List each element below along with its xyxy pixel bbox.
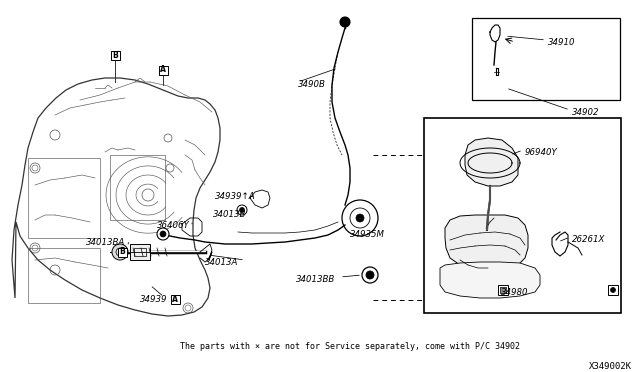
Text: 34910: 34910 (548, 38, 575, 47)
Bar (608, 285, 618, 295)
Polygon shape (440, 262, 540, 298)
Circle shape (160, 231, 166, 237)
Text: 26261X: 26261X (572, 235, 605, 244)
Text: 34013B: 34013B (213, 210, 246, 219)
Circle shape (362, 267, 378, 283)
Bar (500, 287, 506, 293)
Circle shape (611, 288, 616, 292)
Text: 36406Y: 36406Y (157, 221, 189, 230)
Bar (498, 285, 508, 295)
Text: 3490B: 3490B (298, 80, 326, 89)
Bar (424, 118, 621, 313)
Polygon shape (12, 78, 220, 316)
Text: 34013BB: 34013BB (296, 275, 335, 284)
Bar (130, 244, 150, 260)
Text: 34902: 34902 (572, 108, 600, 117)
Circle shape (342, 200, 378, 236)
Text: 34939: 34939 (140, 295, 168, 304)
Bar (472, 18, 620, 100)
Text: 34939↑A: 34939↑A (215, 192, 255, 201)
Bar (134, 248, 146, 256)
Circle shape (340, 17, 350, 27)
Bar (170, 295, 179, 304)
Bar (28, 248, 100, 303)
Circle shape (237, 205, 247, 215)
Text: B: B (119, 247, 125, 257)
Text: 96940Y: 96940Y (525, 148, 557, 157)
Text: 34013A: 34013A (205, 258, 238, 267)
Circle shape (239, 208, 244, 212)
Circle shape (157, 228, 169, 240)
Text: X349002K: X349002K (589, 362, 632, 371)
Bar (111, 51, 120, 60)
Text: A: A (160, 65, 166, 74)
Bar (28, 158, 100, 238)
Text: The parts with × are not for Service separately, come with P/C 34902: The parts with × are not for Service sep… (180, 342, 520, 351)
Text: 34935M: 34935M (350, 230, 385, 239)
Text: 34013BA: 34013BA (86, 238, 125, 247)
Circle shape (366, 271, 374, 279)
Text: 34980: 34980 (501, 288, 529, 297)
Circle shape (356, 214, 364, 222)
Polygon shape (445, 215, 528, 268)
Circle shape (112, 244, 128, 260)
Polygon shape (465, 138, 518, 186)
Bar (159, 65, 168, 74)
Text: A: A (172, 295, 178, 304)
Bar (118, 247, 127, 257)
Text: B: B (112, 51, 118, 60)
Bar (110, 155, 165, 220)
